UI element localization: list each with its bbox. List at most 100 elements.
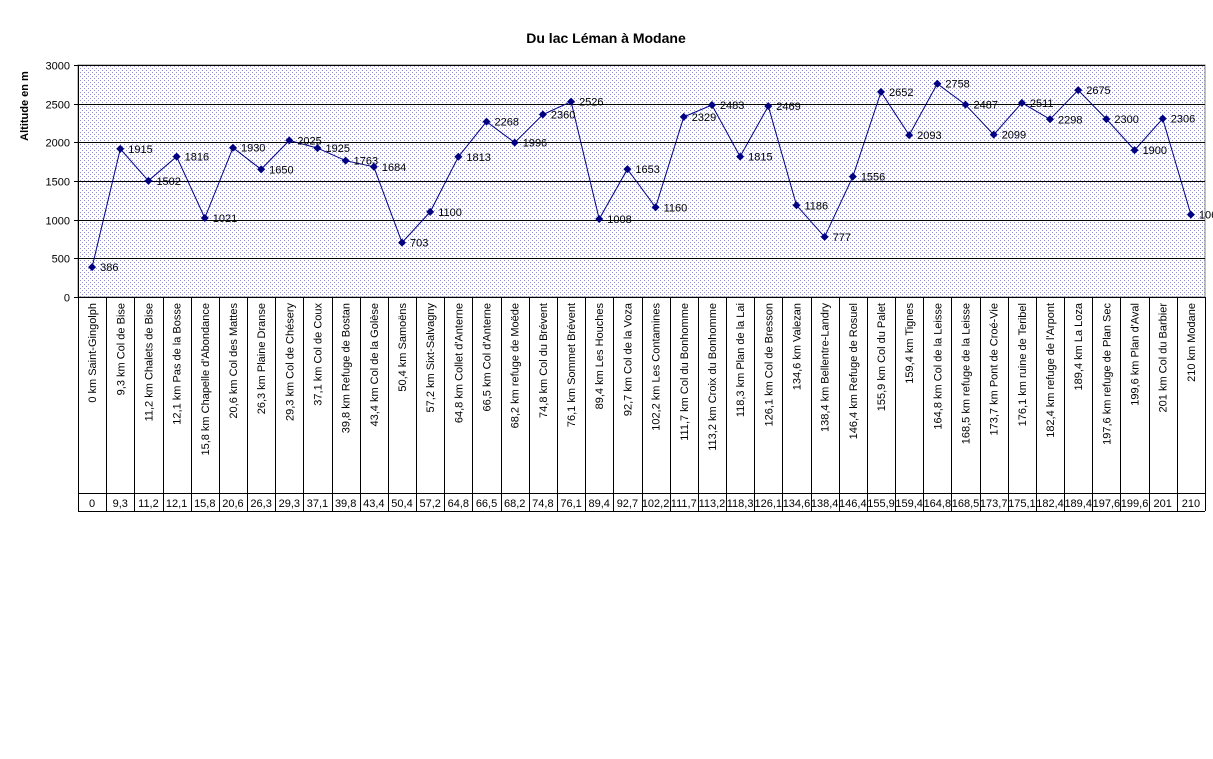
x-category-label: 26,3 km Plaine Dranse — [256, 303, 268, 414]
data-label: 1021 — [213, 213, 237, 225]
x-category-label: 43,4 km Col de la Golèse — [369, 303, 381, 427]
plot-area: 0 500 1000 1500 2000 2500 3000 0 km Saint-Gingo… — [46, 61, 1213, 512]
data-point-marker — [1102, 115, 1111, 124]
x-category-label: 50,4 km Samoëns — [397, 303, 409, 392]
data-point-marker — [88, 263, 97, 272]
data-label: 1915 — [128, 144, 152, 156]
data-point-marker — [679, 112, 688, 121]
data-label: 2487 — [974, 100, 998, 112]
data-point-marker — [848, 172, 857, 181]
data-point-marker — [454, 152, 463, 161]
x-distance-label: 199,6 — [1121, 498, 1149, 510]
data-label: 777 — [833, 232, 851, 244]
x-category-label: 12,1 km Pas de la Bosse — [172, 303, 184, 425]
y-tick-label: 0 — [64, 293, 70, 305]
x-category-label: 39,8 km Refuge de Bostan — [341, 303, 353, 433]
x-category-label: 74,8 km Col du Brévent — [538, 303, 550, 418]
x-distance-label: 9,3 — [113, 498, 128, 510]
data-label: 1556 — [861, 172, 885, 184]
data-point-marker — [651, 203, 660, 212]
x-category-label: 173,7 km Pont de Croé-Vie — [989, 303, 1001, 435]
x-distance-label: 118,3 — [727, 498, 754, 510]
data-point-marker — [707, 100, 716, 109]
data-label: 1066 — [1199, 210, 1213, 222]
y-tick-label: 1500 — [46, 177, 70, 189]
x-distance-label: 20,6 — [222, 498, 243, 510]
data-point-marker — [567, 97, 576, 106]
data-point-marker — [595, 215, 604, 224]
x-category-label: 118,3 km Plan de la Lai — [735, 303, 747, 417]
x-category-label: 57,2 km Sixt-Salvagny — [425, 303, 437, 413]
x-distance-label: 182,4 — [1036, 498, 1064, 510]
x-category-label: 66,5 km Col d'Anterne — [482, 303, 494, 412]
x-category-label: 210 km Modane — [1186, 303, 1198, 382]
x-distance-label: 11,2 — [138, 498, 159, 510]
data-point-marker — [1017, 98, 1026, 107]
x-distance-label: 66,5 — [476, 498, 497, 510]
data-label: 1650 — [269, 164, 293, 176]
x-distance-label: 37,1 — [307, 498, 328, 510]
x-distance-label: 197,6 — [1093, 498, 1121, 510]
x-category-label: 0 km Saint-Gingolph — [87, 303, 99, 403]
x-distance-label: 57,2 — [419, 498, 440, 510]
data-label: 386 — [100, 262, 118, 274]
data-label: 2298 — [1058, 114, 1082, 126]
x-distance-label: 134,6 — [783, 498, 811, 510]
data-point-marker — [876, 87, 885, 96]
x-distance-label: 102,2 — [642, 498, 670, 510]
x-distance-label: 76,1 — [560, 498, 581, 510]
data-label: 1813 — [466, 152, 490, 164]
data-label: 2268 — [495, 117, 519, 129]
data-label: 2093 — [917, 130, 941, 142]
data-point-marker — [257, 165, 266, 174]
data-label: 1996 — [523, 138, 547, 150]
data-label: 2526 — [579, 97, 603, 109]
data-point-marker — [172, 152, 181, 161]
data-label: 1815 — [748, 152, 772, 164]
y-tick-label: 3000 — [46, 61, 70, 73]
x-category-label: 146,4 km Refuge de Rosuel — [848, 303, 860, 439]
x-category-label: 92,7 km Col de la Voza — [622, 302, 634, 416]
data-point-marker — [792, 201, 801, 210]
x-distance-label: 0 — [89, 498, 95, 510]
x-category-label: 159,4 km Tignes — [904, 303, 916, 384]
data-point-marker — [820, 232, 829, 241]
data-point-marker — [482, 117, 491, 126]
x-category-label: 155,9 km Col du Palet — [876, 303, 888, 411]
x-distance-label: 64,8 — [448, 498, 469, 510]
data-point-marker — [764, 102, 773, 111]
data-label: 2511 — [1030, 98, 1054, 110]
data-point-marker — [369, 162, 378, 171]
y-axis-label: Altitude en m — [19, 71, 31, 141]
data-label: 2360 — [551, 109, 575, 121]
data-point-marker — [341, 156, 350, 165]
data-label: 703 — [410, 238, 428, 250]
data-point-marker — [623, 165, 632, 174]
x-category-label: 37,1 km Col de Coux — [312, 303, 324, 406]
chart-title: Du lac Léman à Modane — [526, 30, 686, 46]
data-point-marker — [398, 238, 407, 247]
data-point-marker — [285, 136, 294, 145]
data-label: 2469 — [776, 101, 800, 113]
data-label: 2306 — [1171, 114, 1195, 126]
x-distance-label: 159,4 — [895, 498, 923, 510]
x-distance-label: 113,2 — [699, 498, 726, 510]
x-distance-label: 39,8 — [335, 498, 356, 510]
x-category-label: 20,6 km Col des Mattes — [228, 303, 240, 419]
y-tick-label: 2500 — [46, 100, 70, 112]
x-category-label: 182,4 km refuge de l'Arpont — [1045, 303, 1057, 438]
x-category-label: 197,6 km refuge de Plan Sec — [1101, 303, 1113, 445]
x-category-label: 168,5 km refuge de la Leisse — [961, 303, 973, 444]
x-distance-label: 175,1 — [1008, 498, 1036, 510]
data-point-marker — [426, 207, 435, 216]
data-label: 1816 — [185, 152, 209, 164]
data-label: 1100 — [438, 207, 462, 219]
x-category-label: 76,1 km Sommet Brévent — [566, 303, 578, 427]
x-distance-label: 138,4 — [811, 498, 839, 510]
x-category-label: 189,4 km La Loza — [1073, 302, 1085, 390]
data-point-marker — [144, 176, 153, 185]
x-category-label: 111,7 km Col du Bonhomme — [679, 303, 691, 441]
x-distance-label: 210 — [1182, 498, 1200, 510]
x-distance-label: 92,7 — [617, 498, 638, 510]
